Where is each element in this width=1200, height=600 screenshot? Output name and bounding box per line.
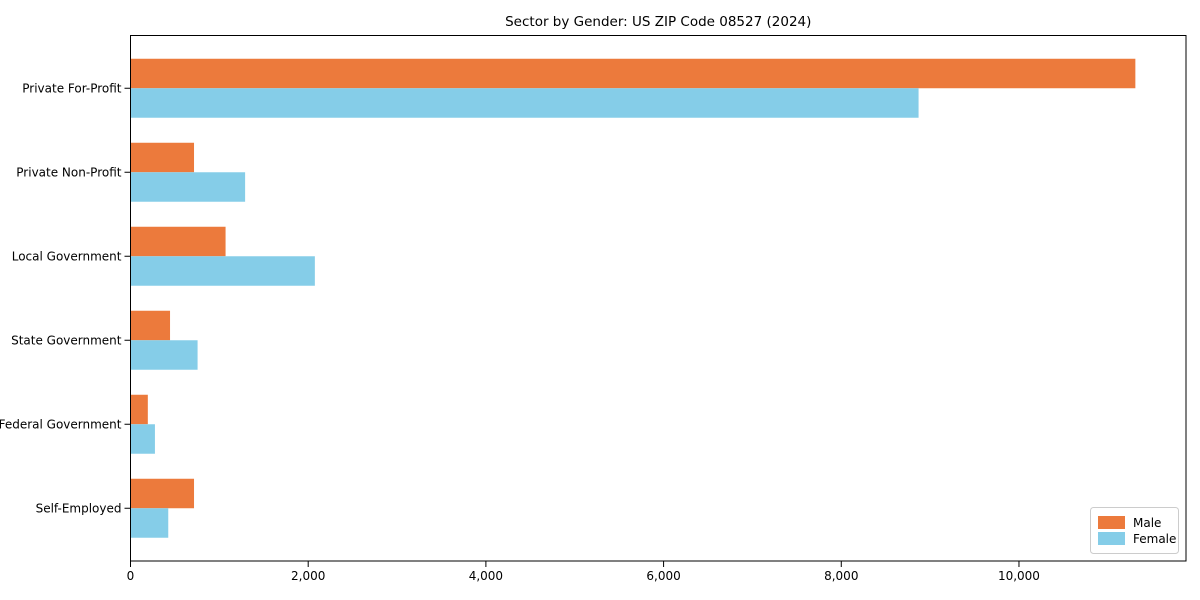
bar-male-state-government (130, 310, 171, 341)
y-tick-label-self-employed: Self-Employed (36, 501, 122, 515)
chart-title: Sector by Gender: US ZIP Code 08527 (202… (505, 14, 811, 30)
plot-frame (130, 35, 1187, 562)
x-tick-label-8-000: 8,000 (824, 569, 858, 583)
legend-label-male: Male (1133, 516, 1161, 530)
bars-layer (130, 58, 1136, 538)
x-tick-label-10-000: 10,000 (998, 569, 1040, 583)
y-tick-label-federal-government: Federal Government (0, 417, 122, 431)
bar-female-federal-government (130, 424, 155, 454)
axes-layer: Private For-Profit Private Non-Profit Loca… (0, 35, 1187, 583)
legend-swatch-male (1098, 516, 1125, 529)
x-tick-label-0: 0 (127, 569, 135, 583)
y-tick-label-local-government: Local Government (12, 249, 122, 263)
legend-label-female: Female (1133, 532, 1176, 546)
y-tick-label-state-government: State Government (11, 333, 122, 347)
x-tick-label-2-000: 2,000 (291, 569, 325, 583)
bar-female-local-government (130, 256, 315, 286)
bar-male-self-employed (130, 478, 195, 509)
bar-female-private-non-profit (130, 172, 246, 202)
bar-male-federal-government (130, 394, 148, 425)
bar-female-self-employed (130, 508, 169, 538)
bar-female-private-for-profit (130, 88, 919, 118)
bar-male-private-non-profit (130, 142, 195, 173)
x-tick-label-4-000: 4,000 (469, 569, 503, 583)
legend-box (1090, 507, 1179, 554)
legend: Male Female (1090, 507, 1179, 554)
y-tick-label-private-for-profit: Private For-Profit (22, 81, 122, 95)
x-tick-label-6-000: 6,000 (646, 569, 680, 583)
bar-male-local-government (130, 226, 226, 257)
bar-female-state-government (130, 340, 198, 370)
y-tick-label-private-non-profit: Private Non-Profit (16, 165, 122, 179)
legend-swatch-female (1098, 532, 1125, 545)
bar-male-private-for-profit (130, 58, 1136, 89)
